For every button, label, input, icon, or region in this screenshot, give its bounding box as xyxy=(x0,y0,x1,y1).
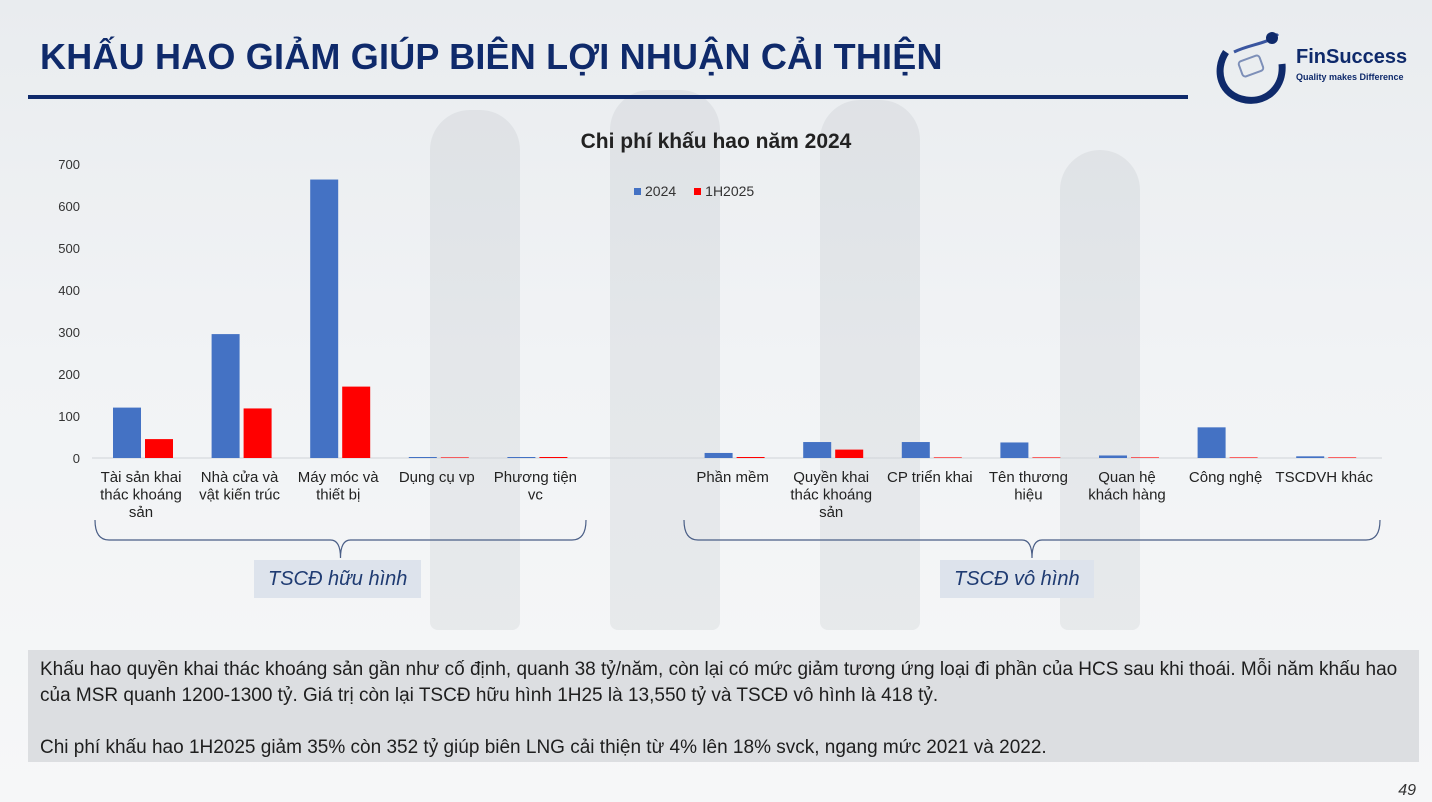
category-label: sản xyxy=(129,504,153,521)
category-label: Phần mềm xyxy=(696,469,769,486)
bar-2024 xyxy=(507,457,536,458)
bar-2024 xyxy=(211,334,240,458)
group-label-tangible: TSCĐ hữu hình xyxy=(254,560,422,598)
category-label: Quyền khai xyxy=(793,469,869,486)
title-underline xyxy=(28,95,1188,99)
page-number: 49 xyxy=(1398,782,1416,799)
category-label: hiệu xyxy=(1014,487,1042,504)
legend-item-2024: 2024 xyxy=(634,183,676,199)
bar-2024 xyxy=(310,179,339,459)
category-label: Tài sản khai xyxy=(101,469,182,486)
bar-2024 xyxy=(113,407,141,458)
paragraph-spacer xyxy=(40,709,1407,735)
bar-1h2025 xyxy=(539,457,568,458)
category-label: Nhà cửa và xyxy=(201,469,279,486)
logo-tagline: Quality makes Difference xyxy=(1296,72,1404,82)
bar-1h2025 xyxy=(243,408,272,458)
bar-1h2025 xyxy=(342,386,371,458)
y-tick-label: 400 xyxy=(58,283,80,298)
legend-item-1h2025: 1H2025 xyxy=(694,183,754,199)
category-label: Máy móc và xyxy=(298,469,380,486)
bar-2024 xyxy=(1197,427,1226,458)
y-tick-label: 200 xyxy=(58,367,80,382)
bar-2024 xyxy=(408,457,437,458)
category-label: Dụng cụ vp xyxy=(399,469,475,486)
bar-2024 xyxy=(1099,455,1127,458)
slide-title: KHẤU HAO GIẢM GIÚP BIÊN LỢI NHUẬN CẢI TH… xyxy=(40,36,943,77)
category-label: vật kiến trúc xyxy=(199,487,280,504)
category-label: Phương tiện xyxy=(494,469,577,486)
category-label: thác khoáng xyxy=(790,487,872,504)
category-label: thác khoáng xyxy=(100,487,182,504)
legend-swatch-2024 xyxy=(634,187,641,195)
background-silhouette xyxy=(820,100,920,630)
group-label-intangible: TSCĐ vô hình xyxy=(940,560,1094,598)
category-label: vc xyxy=(528,487,544,504)
y-tick-label: 700 xyxy=(58,157,80,172)
category-label: khách hàng xyxy=(1088,487,1166,504)
category-label: TSCDVH khác xyxy=(1275,469,1373,486)
y-tick-label: 300 xyxy=(58,325,80,340)
legend-label-2024: 2024 xyxy=(645,183,677,199)
bar-2024 xyxy=(704,452,733,458)
category-label: thiết bị xyxy=(316,487,360,504)
y-tick-label: 600 xyxy=(58,199,80,214)
category-label: Công nghệ xyxy=(1189,469,1262,486)
y-tick-label: 0 xyxy=(73,451,80,466)
category-label: CP triển khai xyxy=(887,469,973,486)
background-silhouette xyxy=(1060,150,1140,630)
bar-2024 xyxy=(901,442,930,458)
bar-1h2025 xyxy=(1229,457,1258,458)
category-label: sản xyxy=(819,504,843,521)
finsuccess-logo: FinSuccess Quality makes Difference xyxy=(1212,30,1412,104)
logo-emblem-icon xyxy=(1216,32,1286,104)
background-silhouette xyxy=(430,110,520,630)
bar-1h2025 xyxy=(933,457,962,458)
chart-title: Chi phí khấu hao năm 2024 xyxy=(580,130,852,153)
legend-swatch-1h2025 xyxy=(694,187,702,195)
chart-legend: 2024 1H2025 xyxy=(634,183,754,199)
y-tick-label: 100 xyxy=(58,409,80,424)
bar-1h2025 xyxy=(145,439,173,458)
bar-1h2025 xyxy=(1131,457,1159,458)
bar-1h2025 xyxy=(1328,457,1357,458)
y-tick-label: 500 xyxy=(58,241,80,256)
bar-2024 xyxy=(1000,442,1029,458)
category-label: Quan hệ xyxy=(1098,469,1156,486)
commentary-paragraph-2: Chi phí khấu hao 1H2025 giảm 35% còn 352… xyxy=(40,737,1047,758)
bar-2024 xyxy=(1296,456,1325,458)
group-brace-intangible xyxy=(683,519,1381,559)
bar-2024 xyxy=(803,442,832,458)
bar-1h2025 xyxy=(736,457,765,458)
legend-label-1h2025: 1H2025 xyxy=(705,183,755,199)
bar-1h2025 xyxy=(835,449,864,458)
group-brace-tangible xyxy=(94,519,587,559)
logo-brand: FinSuccess xyxy=(1296,46,1408,68)
bar-1h2025 xyxy=(1032,457,1061,458)
bar-1h2025 xyxy=(440,457,469,458)
commentary-box: Khấu hao quyền khai thác khoáng sản gần … xyxy=(28,650,1419,762)
commentary-paragraph-1: Khấu hao quyền khai thác khoáng sản gần … xyxy=(40,659,1398,706)
category-label: Tên thương xyxy=(989,469,1068,486)
